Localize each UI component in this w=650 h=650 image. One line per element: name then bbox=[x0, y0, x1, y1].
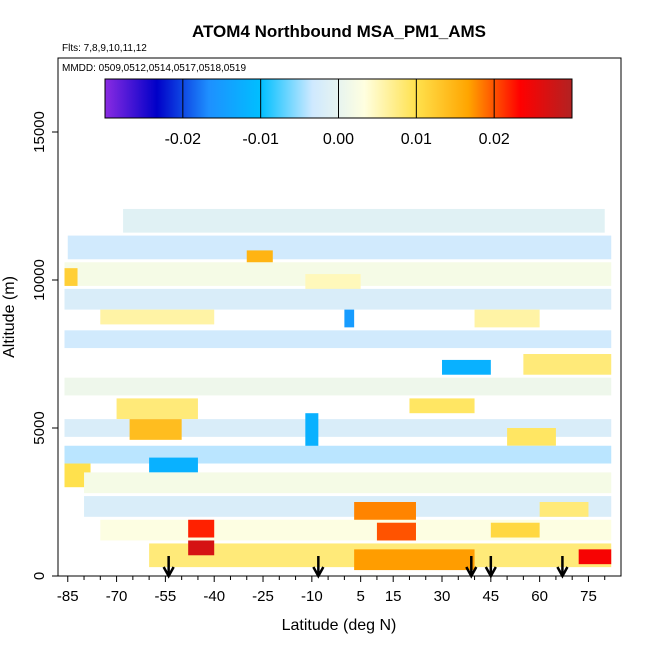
x-tick-label: 5 bbox=[356, 588, 364, 605]
colorbar-tick-label: 0.00 bbox=[323, 131, 354, 148]
heatmap-cell bbox=[344, 309, 355, 328]
heatmap-cell bbox=[523, 354, 612, 375]
x-tick-label: 15 bbox=[385, 588, 402, 605]
plot-area bbox=[64, 208, 612, 571]
plot-frame bbox=[57, 57, 622, 577]
x-tick-label: 30 bbox=[434, 588, 451, 605]
heatmap-cell bbox=[539, 502, 589, 517]
x-tick-label: -70 bbox=[106, 588, 128, 605]
colorbar-tick-label: -0.02 bbox=[165, 131, 202, 148]
heatmap-cell bbox=[67, 235, 612, 260]
colorbar-tick-label: 0.02 bbox=[479, 131, 510, 148]
heatmap-cell bbox=[442, 359, 491, 375]
heatmap-cell bbox=[84, 496, 612, 517]
heatmap-cell bbox=[129, 419, 182, 440]
flight-arrow bbox=[162, 556, 175, 579]
y-axis-label: Altitude (m) bbox=[1, 276, 18, 358]
heatmap-cell bbox=[578, 549, 612, 565]
heatmap-cell bbox=[64, 268, 78, 286]
heatmap-cell bbox=[64, 330, 612, 349]
heatmap-cell bbox=[490, 522, 540, 538]
x-tick-label: 45 bbox=[482, 588, 499, 605]
colorbar-ticks: -0.02 -0.01 0.00 0.01 0.02 bbox=[165, 79, 510, 148]
heatmap-cell bbox=[64, 419, 612, 437]
heatmap-cell bbox=[305, 274, 361, 292]
heatmap-cell bbox=[188, 540, 215, 556]
y-tick-label: 15000 bbox=[31, 111, 48, 153]
dates-annotation: MMDD: 0509,0512,0514,0517,0518,0519 bbox=[62, 63, 246, 74]
x-tick-label: 60 bbox=[531, 588, 548, 605]
x-tick-label: 75 bbox=[580, 588, 597, 605]
heatmap-cell bbox=[507, 428, 556, 446]
y-tick-label: 10000 bbox=[31, 259, 48, 301]
heatmap-cell bbox=[409, 398, 475, 414]
x-axis-label: Latitude (deg N) bbox=[282, 617, 397, 634]
x-axis: -85 -70 -55 -40 -25 -10 5 15 30 45 60 75 bbox=[57, 576, 606, 605]
heatmap-cell bbox=[188, 519, 215, 538]
colorbar: -0.02 -0.01 0.00 0.01 0.02 bbox=[104, 78, 573, 148]
flight-arrow bbox=[556, 556, 569, 579]
heatmap-cell bbox=[100, 519, 612, 541]
colorbar-tick-label: -0.01 bbox=[242, 131, 279, 148]
x-tick-label: -55 bbox=[155, 588, 177, 605]
flight-arrow bbox=[465, 556, 478, 579]
heatmap-cell bbox=[64, 377, 612, 396]
heatmap-cell bbox=[64, 445, 612, 464]
heatmap-cell bbox=[123, 208, 605, 233]
heatmap-cell bbox=[354, 549, 475, 571]
heatmap-cell bbox=[149, 457, 198, 473]
x-tick-label: -10 bbox=[301, 588, 323, 605]
heatmap-cell bbox=[116, 398, 198, 420]
y-axis: 0 5000 10000 15000 bbox=[31, 111, 58, 580]
heatmap-cell bbox=[354, 502, 416, 523]
flight-arrows bbox=[162, 556, 569, 579]
heatmap-cells bbox=[64, 208, 612, 571]
y-tick-label: 0 bbox=[31, 572, 48, 580]
colorbar-tick-label: 0.01 bbox=[401, 131, 432, 148]
heatmap-cell bbox=[64, 288, 612, 310]
heatmap-cell bbox=[474, 309, 540, 328]
x-tick-label: -85 bbox=[57, 588, 79, 605]
y-tick-label: 5000 bbox=[31, 411, 48, 444]
chart-title: ATOM4 Northbound MSA_PM1_AMS bbox=[192, 22, 486, 41]
x-tick-label: -40 bbox=[203, 588, 225, 605]
flight-arrow bbox=[312, 556, 325, 579]
heatmap-cell bbox=[376, 522, 416, 541]
flights-annotation: Flts: 7,8,9,10,11,12 bbox=[62, 43, 147, 54]
heatmap-cell bbox=[84, 472, 612, 494]
heatmap-cell bbox=[100, 309, 215, 325]
x-tick-label: -25 bbox=[252, 588, 274, 605]
